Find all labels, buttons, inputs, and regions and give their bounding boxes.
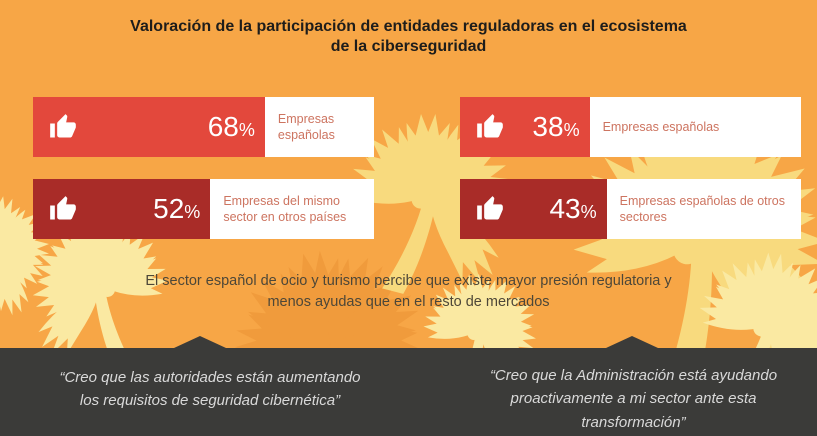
quote-authorities: “Creo que las autoridades están aumentan… — [18, 366, 402, 413]
quote-administration-line2: proactivamente a mi sector ante esta — [510, 390, 757, 408]
stat-unit: % — [238, 120, 255, 140]
quote-authorities-line2: los requisitos de seguridad cibernética” — [79, 392, 341, 410]
quote-authorities-line1: “Creo que las autoridades están aumentan… — [59, 369, 361, 386]
stat-label: Empresas españolas — [277, 111, 335, 142]
stat-number: 38 — [532, 111, 564, 142]
stat-row-empresas-espanolas-68: 68% Empresas españolas — [33, 97, 374, 157]
page-title: Valoración de la participación de entida… — [59, 17, 759, 58]
thumbs-up-icon — [477, 196, 503, 220]
stat-number: 68 — [207, 111, 239, 142]
stat-label-box: Empresas españolas — [264, 97, 374, 157]
thumbs-up-icon — [50, 114, 76, 138]
quote-administration-line1: “Creo que la Administración está ayudand… — [489, 367, 778, 384]
page-title-line2: de la ciberseguridad — [330, 38, 487, 56]
quote-administration: “Creo que la Administración está ayudand… — [450, 364, 817, 434]
stat-value: 68% — [208, 113, 255, 141]
stat-unit: % — [563, 120, 580, 140]
stat-label-box: Empresas españolas — [589, 97, 801, 157]
thumbs-up-icon — [477, 114, 503, 138]
stat-value: 43% — [549, 195, 596, 223]
stat-number: 43 — [549, 193, 581, 224]
stat-bar: 68% — [33, 97, 265, 157]
sector-perception-text: El sector español de ocio y turismo perc… — [69, 271, 749, 313]
stat-unit: % — [184, 202, 201, 222]
stat-label: Empresas del mismo sector en otros paíse… — [223, 193, 347, 224]
callout-arrow-right — [606, 336, 658, 348]
stat-row-empresas-espanolas-38: 38% Empresas españolas — [460, 97, 801, 157]
stat-label-box: Empresas españolas de otros sectores — [606, 179, 801, 239]
page-title-line1: Valoración de la participación de entida… — [130, 18, 687, 35]
stat-label: Empresas españolas — [602, 119, 720, 134]
sector-perception-line2: menos ayudas que en el resto de mercados — [267, 294, 550, 311]
quote-administration-line3: transformación” — [581, 413, 686, 431]
stat-row-mismo-sector-otros-paises-52: 52% Empresas del mismo sector en otros p… — [33, 179, 374, 239]
stat-label-box: Empresas del mismo sector en otros paíse… — [210, 179, 374, 239]
stat-row-espanolas-otros-sectores-43: 43% Empresas españolas de otros sectores — [460, 179, 801, 239]
stat-label: Empresas españolas de otros sectores — [619, 193, 785, 224]
quotes-footer: “Creo que las autoridades están aumentan… — [0, 336, 817, 436]
stat-value: 38% — [532, 113, 579, 141]
stat-number: 52 — [153, 193, 185, 224]
stat-bar: 38% — [460, 97, 590, 157]
sector-perception-line1: El sector español de ocio y turismo perc… — [145, 273, 672, 289]
thumbs-up-icon — [50, 196, 76, 220]
callout-arrow-left — [174, 336, 226, 348]
stat-bar: 52% — [33, 179, 211, 239]
stat-value: 52% — [153, 195, 200, 223]
stat-bar: 43% — [460, 179, 607, 239]
stat-unit: % — [580, 202, 597, 222]
